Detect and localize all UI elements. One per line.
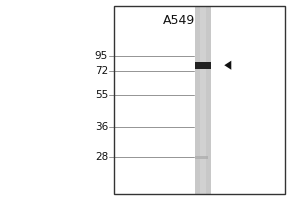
FancyBboxPatch shape [200,6,206,194]
Text: 36: 36 [95,122,108,132]
FancyBboxPatch shape [195,156,208,159]
Text: 55: 55 [95,90,108,100]
Polygon shape [224,61,231,70]
Text: A549: A549 [163,14,195,27]
Text: 95: 95 [95,51,108,61]
Text: 28: 28 [95,152,108,162]
FancyBboxPatch shape [195,62,211,69]
Text: 72: 72 [95,66,108,76]
FancyBboxPatch shape [195,6,211,194]
